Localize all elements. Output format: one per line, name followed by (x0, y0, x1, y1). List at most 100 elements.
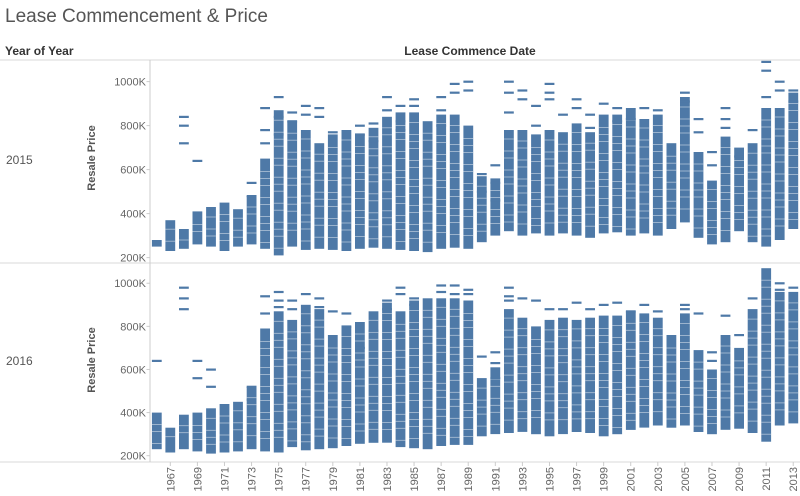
price-range-bar[interactable] (598, 315, 609, 437)
price-range-bar[interactable] (531, 134, 541, 234)
price-range-bar[interactable] (179, 229, 189, 249)
price-outlier-mark[interactable] (585, 308, 595, 311)
price-range-bar[interactable] (693, 350, 704, 432)
price-range-bar[interactable] (300, 130, 311, 250)
price-outlier-mark[interactable] (774, 80, 785, 83)
price-outlier-mark[interactable] (598, 102, 609, 105)
price-outlier-mark[interactable] (504, 80, 514, 83)
price-range-bar[interactable] (788, 92, 799, 229)
price-range-bar[interactable] (436, 298, 447, 446)
price-range-bar[interactable] (151, 240, 162, 247)
price-outlier-mark[interactable] (707, 164, 717, 167)
price-outlier-mark[interactable] (544, 82, 555, 85)
price-range-bar[interactable] (422, 298, 433, 450)
price-outlier-mark[interactable] (179, 297, 189, 300)
price-outlier-mark[interactable] (531, 299, 541, 302)
price-range-bar[interactable] (233, 401, 243, 452)
price-range-bar[interactable] (179, 414, 189, 450)
price-outlier-mark[interactable] (260, 129, 270, 132)
price-outlier-mark[interactable] (260, 107, 270, 110)
price-outlier-mark[interactable] (395, 104, 406, 107)
price-outlier-mark[interactable] (287, 120, 298, 123)
price-outlier-mark[interactable] (707, 351, 717, 354)
price-range-bar[interactable] (531, 326, 541, 435)
price-outlier-mark[interactable] (206, 368, 216, 371)
price-range-bar[interactable] (680, 313, 690, 426)
price-outlier-mark[interactable] (409, 98, 419, 101)
price-range-bar[interactable] (544, 130, 555, 236)
price-outlier-mark[interactable] (476, 173, 487, 176)
price-outlier-mark[interactable] (585, 126, 595, 129)
price-range-bar[interactable] (206, 207, 216, 247)
price-outlier-mark[interactable] (273, 115, 284, 118)
price-range-bar[interactable] (341, 130, 352, 251)
price-range-bar[interactable] (680, 97, 690, 223)
price-outlier-mark[interactable] (327, 131, 338, 134)
price-range-bar[interactable] (368, 127, 379, 248)
price-outlier-mark[interactable] (476, 190, 487, 193)
price-outlier-mark[interactable] (192, 359, 203, 362)
price-range-bar[interactable] (734, 347, 744, 429)
price-outlier-mark[interactable] (788, 89, 799, 92)
price-outlier-mark[interactable] (504, 286, 514, 289)
price-outlier-mark[interactable] (206, 385, 216, 388)
price-outlier-mark[interactable] (192, 159, 203, 162)
price-range-bar[interactable] (558, 132, 568, 234)
price-range-bar[interactable] (720, 335, 731, 430)
price-range-bar[interactable] (476, 176, 487, 243)
price-range-bar[interactable] (233, 209, 243, 247)
price-range-bar[interactable] (747, 143, 758, 243)
price-range-bar[interactable] (463, 125, 474, 249)
price-range-bar[interactable] (707, 180, 717, 245)
price-outlier-mark[interactable] (571, 98, 582, 101)
price-range-bar[interactable] (341, 326, 352, 446)
price-range-bar[interactable] (219, 202, 230, 251)
price-outlier-mark[interactable] (436, 284, 447, 287)
price-range-bar[interactable] (151, 412, 162, 450)
price-range-bar[interactable] (558, 317, 568, 435)
price-outlier-mark[interactable] (720, 118, 731, 121)
price-outlier-mark[interactable] (761, 96, 772, 99)
price-range-bar[interactable] (449, 114, 460, 248)
price-outlier-mark[interactable] (504, 111, 514, 114)
price-range-bar[interactable] (517, 317, 528, 432)
price-range-bar[interactable] (612, 315, 623, 435)
price-range-bar[interactable] (192, 211, 203, 245)
price-range-bar[interactable] (504, 130, 514, 232)
price-outlier-mark[interactable] (720, 107, 731, 110)
price-outlier-mark[interactable] (300, 113, 311, 116)
price-range-bar[interactable] (639, 119, 650, 234)
price-range-bar[interactable] (734, 147, 744, 232)
price-range-bar[interactable] (314, 309, 325, 450)
price-outlier-mark[interactable] (395, 120, 406, 123)
price-range-bar[interactable] (260, 328, 270, 452)
price-range-bar[interactable] (287, 121, 298, 247)
price-range-bar[interactable] (273, 311, 284, 453)
price-range-bar[interactable] (382, 116, 392, 249)
price-outlier-mark[interactable] (273, 306, 284, 309)
price-range-bar[interactable] (652, 317, 663, 426)
price-outlier-mark[interactable] (693, 312, 704, 315)
price-outlier-mark[interactable] (314, 115, 325, 118)
price-outlier-mark[interactable] (558, 308, 568, 311)
price-outlier-mark[interactable] (246, 385, 257, 388)
price-range-bar[interactable] (585, 317, 595, 433)
price-outlier-mark[interactable] (612, 107, 623, 110)
price-range-bar[interactable] (395, 311, 406, 448)
price-outlier-mark[interactable] (179, 115, 189, 118)
price-outlier-mark[interactable] (341, 312, 352, 315)
price-outlier-mark[interactable] (409, 303, 419, 306)
price-outlier-mark[interactable] (273, 290, 284, 294)
price-outlier-mark[interactable] (490, 377, 501, 380)
price-outlier-mark[interactable] (449, 293, 460, 296)
price-range-bar[interactable] (449, 298, 460, 445)
price-outlier-mark[interactable] (774, 89, 785, 92)
price-range-bar[interactable] (571, 319, 582, 432)
price-range-bar[interactable] (788, 291, 799, 424)
price-outlier-mark[interactable] (355, 124, 365, 127)
price-range-bar[interactable] (273, 110, 284, 256)
price-outlier-mark[interactable] (761, 69, 772, 72)
price-outlier-mark[interactable] (341, 325, 352, 328)
price-outlier-mark[interactable] (788, 100, 799, 103)
price-range-bar[interactable] (639, 313, 650, 428)
